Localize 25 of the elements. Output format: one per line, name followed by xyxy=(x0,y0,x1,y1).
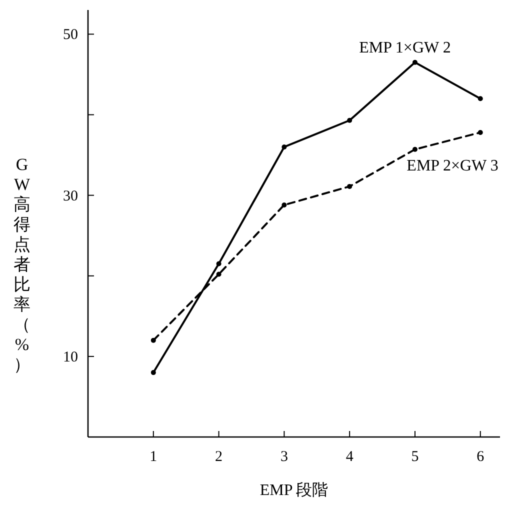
x-tick-label: 3 xyxy=(280,449,288,465)
series-label: EMP 1×GW 2 xyxy=(359,39,451,56)
point xyxy=(150,338,156,343)
y-tick-label: 10 xyxy=(63,349,78,366)
point xyxy=(150,370,156,376)
point xyxy=(412,146,418,152)
point xyxy=(216,272,222,277)
text: GW高得点者比率（%） xyxy=(14,155,30,374)
point xyxy=(347,118,352,123)
x-tick-label: 5 xyxy=(411,449,419,465)
x-tick-label: 6 xyxy=(476,449,485,465)
y-tick-label: 50 xyxy=(63,27,78,44)
point xyxy=(347,184,352,189)
y-tick-label: 30 xyxy=(63,188,78,204)
x-axis-title: EMP 段階 xyxy=(260,481,328,499)
point xyxy=(282,144,287,150)
series-label: EMP 2×GW 3 xyxy=(406,157,498,174)
point xyxy=(478,130,483,135)
x-tick-label: 4 xyxy=(346,449,354,465)
point xyxy=(478,96,483,102)
point xyxy=(216,261,222,266)
point xyxy=(282,202,287,208)
x-tick-label: 1 xyxy=(150,449,158,465)
point xyxy=(412,60,418,65)
x-tick-label: 2 xyxy=(215,449,223,465)
